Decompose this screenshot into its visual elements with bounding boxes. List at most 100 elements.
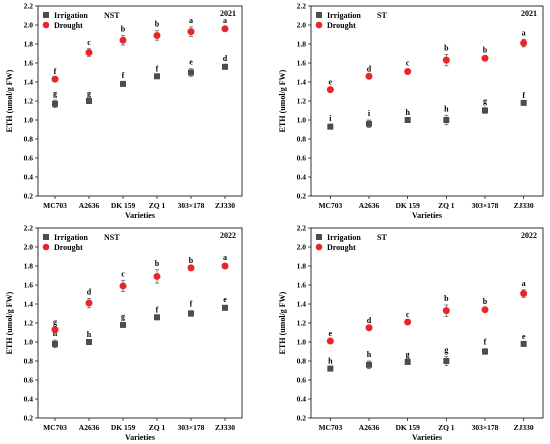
x-tick-label: 303×178: [472, 201, 499, 210]
data-point-square: [120, 80, 126, 87]
legend-marker-circle: [42, 21, 50, 29]
significance-letter: b: [444, 43, 449, 52]
y-tick-label: 2.2: [24, 2, 34, 11]
y-tick-label: 1.2: [297, 319, 307, 328]
y-tick-label: 1.2: [297, 97, 307, 106]
significance-letter: i: [368, 109, 371, 118]
significance-letter: d: [367, 64, 372, 73]
year-label: 2021: [521, 9, 537, 18]
legend-label: Drought: [327, 243, 356, 252]
significance-letter: e: [329, 78, 333, 87]
y-tick-label: 0.8: [24, 357, 34, 366]
data-point-circle: [85, 49, 93, 57]
x-tick-label: MC703: [43, 423, 67, 432]
data-point-circle: [520, 39, 528, 47]
x-tick-label: ZQ 1: [149, 201, 166, 210]
y-tick-label: 0.6: [297, 154, 307, 163]
data-point-circle: [51, 326, 59, 334]
significance-letter: e: [189, 58, 193, 67]
x-tick-label: ZJ330: [514, 201, 534, 210]
significance-letter: a: [223, 253, 227, 262]
legend-label: Irrigation: [327, 233, 361, 242]
data-point-square: [52, 100, 58, 107]
y-tick-label: 1.4: [297, 300, 307, 309]
x-tick-label: ZJ330: [514, 423, 534, 432]
data-point-square: [482, 107, 488, 114]
x-tick-label: 303×178: [472, 423, 499, 432]
y-tick-label: 1.8: [24, 40, 34, 49]
legend-title: NST: [104, 11, 120, 20]
plot-frame: [310, 227, 544, 419]
significance-letter: f: [484, 338, 487, 347]
data-point-circle: [119, 282, 127, 290]
y-tick-label: 0.4: [297, 395, 307, 404]
x-tick-label: 303×178: [178, 423, 205, 432]
legend-label: Irrigation: [327, 11, 361, 20]
chart-panel-3: 0.2 0.4 0.6 0.8 1.0 1.2 1.4 1.6 1.8 2.0 2.2 MC703 A2…: [5, 224, 243, 442]
significance-letter: f: [156, 305, 159, 314]
significance-letter: f: [156, 64, 159, 73]
y-tick-label: 0.4: [24, 395, 34, 404]
data-point-square: [520, 99, 527, 106]
data-point-square: [154, 314, 160, 321]
significance-letter: g: [121, 312, 125, 321]
data-point-circle: [187, 28, 195, 36]
y-tick-label: 0.6: [24, 376, 34, 385]
significance-letter: g: [444, 345, 448, 354]
legend-marker-square: [43, 234, 49, 240]
plot-frame: [37, 227, 243, 419]
x-tick-label: DK 159: [111, 201, 136, 210]
x-tick-label: DK 159: [395, 201, 420, 210]
data-point-square: [222, 63, 228, 70]
x-tick-label: A2636: [359, 201, 380, 210]
significance-letter: h: [405, 108, 410, 117]
x-tick-label: DK 159: [111, 423, 136, 432]
data-point-square: [154, 73, 160, 80]
y-tick-label: 2.0: [297, 21, 307, 30]
y-tick-label: 1.8: [24, 262, 34, 271]
chart-panel-2: 0.2 0.4 0.6 0.8 1.0 1.2 1.4 1.6 1.8 2.0 2.2 MC703 A2…: [278, 2, 544, 220]
significance-letter: h: [444, 104, 449, 113]
data-point-circle: [442, 307, 450, 315]
data-point-square: [86, 98, 92, 104]
data-point-circle: [221, 262, 229, 270]
y-tick-label: 1.4: [297, 78, 307, 87]
significance-letter: a: [522, 279, 526, 288]
data-point-circle: [481, 306, 489, 314]
data-point-circle: [187, 264, 195, 272]
significance-letter: c: [406, 59, 410, 68]
x-tick-label: A2636: [79, 423, 100, 432]
y-tick-label: 0.6: [297, 376, 307, 385]
data-point-square: [327, 365, 334, 372]
y-tick-label: 1.6: [297, 59, 307, 68]
data-point-square: [443, 358, 450, 364]
significance-letter: e: [329, 329, 333, 338]
significance-letter: h: [328, 357, 333, 366]
x-axis-title: Varieties: [412, 433, 442, 442]
significance-letter: d: [87, 287, 92, 296]
x-tick-label: ZQ 1: [149, 423, 166, 432]
significance-letter: c: [121, 269, 125, 278]
significance-letter: c: [87, 38, 91, 47]
significance-letter: b: [483, 45, 488, 54]
significance-letter: d: [223, 54, 228, 63]
data-point-circle: [365, 72, 373, 80]
y-tick-label: 2.0: [24, 243, 34, 252]
data-point-square: [520, 340, 527, 347]
data-point-square: [366, 361, 372, 368]
legend-label: Irrigation: [54, 11, 88, 20]
legend-label: Drought: [327, 21, 356, 30]
x-tick-label: MC703: [318, 201, 342, 210]
year-label: 2022: [220, 231, 236, 240]
significance-letter: b: [483, 297, 488, 306]
significance-letter: f: [54, 67, 57, 76]
y-tick-label: 2.0: [297, 243, 307, 252]
y-tick-label: 0.2: [24, 192, 34, 201]
data-point-circle: [326, 86, 334, 94]
x-axis-title: Varieties: [412, 211, 442, 220]
significance-letter: g: [53, 89, 57, 98]
data-point-square: [404, 117, 411, 123]
significance-letter: f: [122, 71, 125, 80]
data-point-square: [482, 348, 488, 355]
